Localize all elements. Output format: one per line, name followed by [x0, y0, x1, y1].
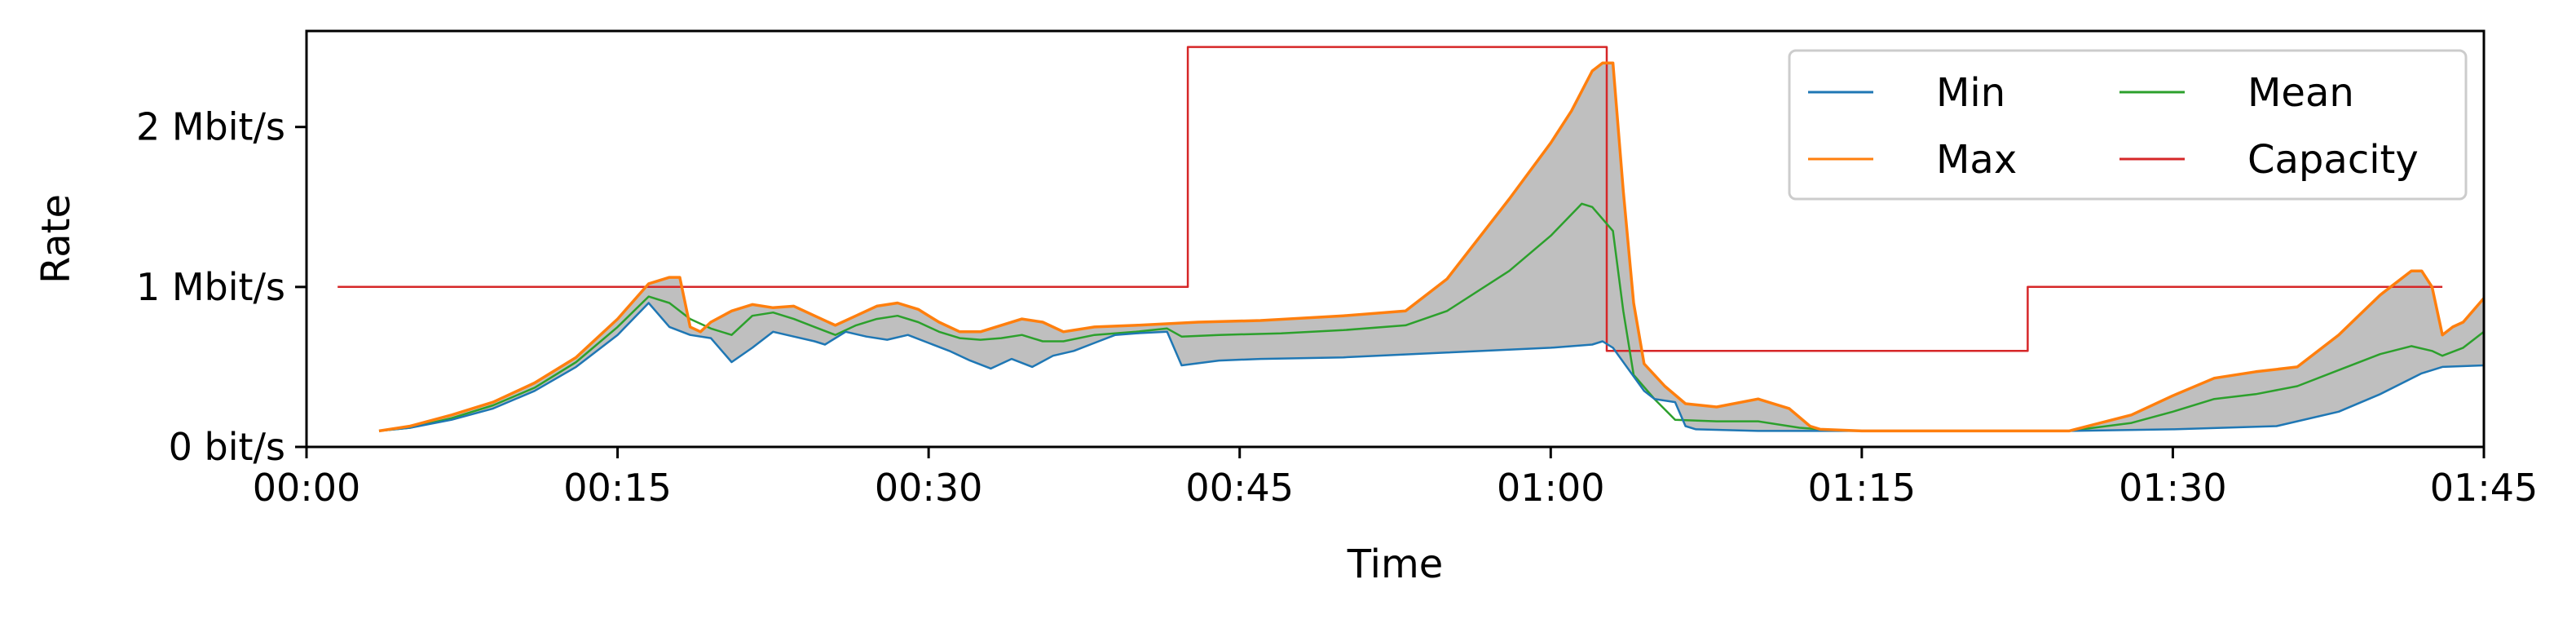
legend-label-capacity: Capacity [2247, 137, 2419, 183]
series-lines [337, 46, 2486, 433]
x-tick-label: 00:00 [253, 466, 361, 510]
legend-label-max: Max [1936, 137, 2017, 183]
x-tick-label: 01:45 [2430, 466, 2539, 510]
x-tick-label: 01:15 [1808, 466, 1917, 510]
x-tick-label: 00:15 [563, 466, 672, 510]
legend-box [1788, 49, 2468, 201]
series-line-min [378, 302, 2485, 432]
min-max-band [379, 63, 2484, 431]
legend-label-min: Min [1936, 70, 2005, 116]
y-tick-label: 1 Mbit/s [136, 265, 285, 309]
legend: Min Max Mean Capacity [1788, 49, 2468, 201]
plot-frame [305, 29, 2486, 449]
y-axis: 0 bit/s 1 Mbit/s 2 Mbit/s [136, 105, 307, 469]
legend-label-mean: Mean [2247, 70, 2354, 116]
x-tick-label: 01:30 [2119, 466, 2227, 510]
series-line-mean [378, 202, 2485, 432]
series-line-capacity [337, 46, 2443, 352]
x-tick-label: 00:30 [875, 466, 983, 510]
x-axis-label: Time [1347, 542, 1443, 587]
min-max-band-area [379, 63, 2484, 431]
x-tick-label: 00:45 [1185, 466, 1294, 510]
series-line-max [378, 61, 2486, 433]
x-tick-label: 01:00 [1497, 466, 1605, 510]
x-axis: 00:00 00:15 00:30 00:45 01:00 01:15 01:30 01:45 [253, 447, 2539, 510]
y-axis-label: Rate [33, 194, 79, 284]
y-tick-label: 2 Mbit/s [136, 105, 285, 149]
y-tick-label: 0 bit/s [169, 425, 285, 469]
